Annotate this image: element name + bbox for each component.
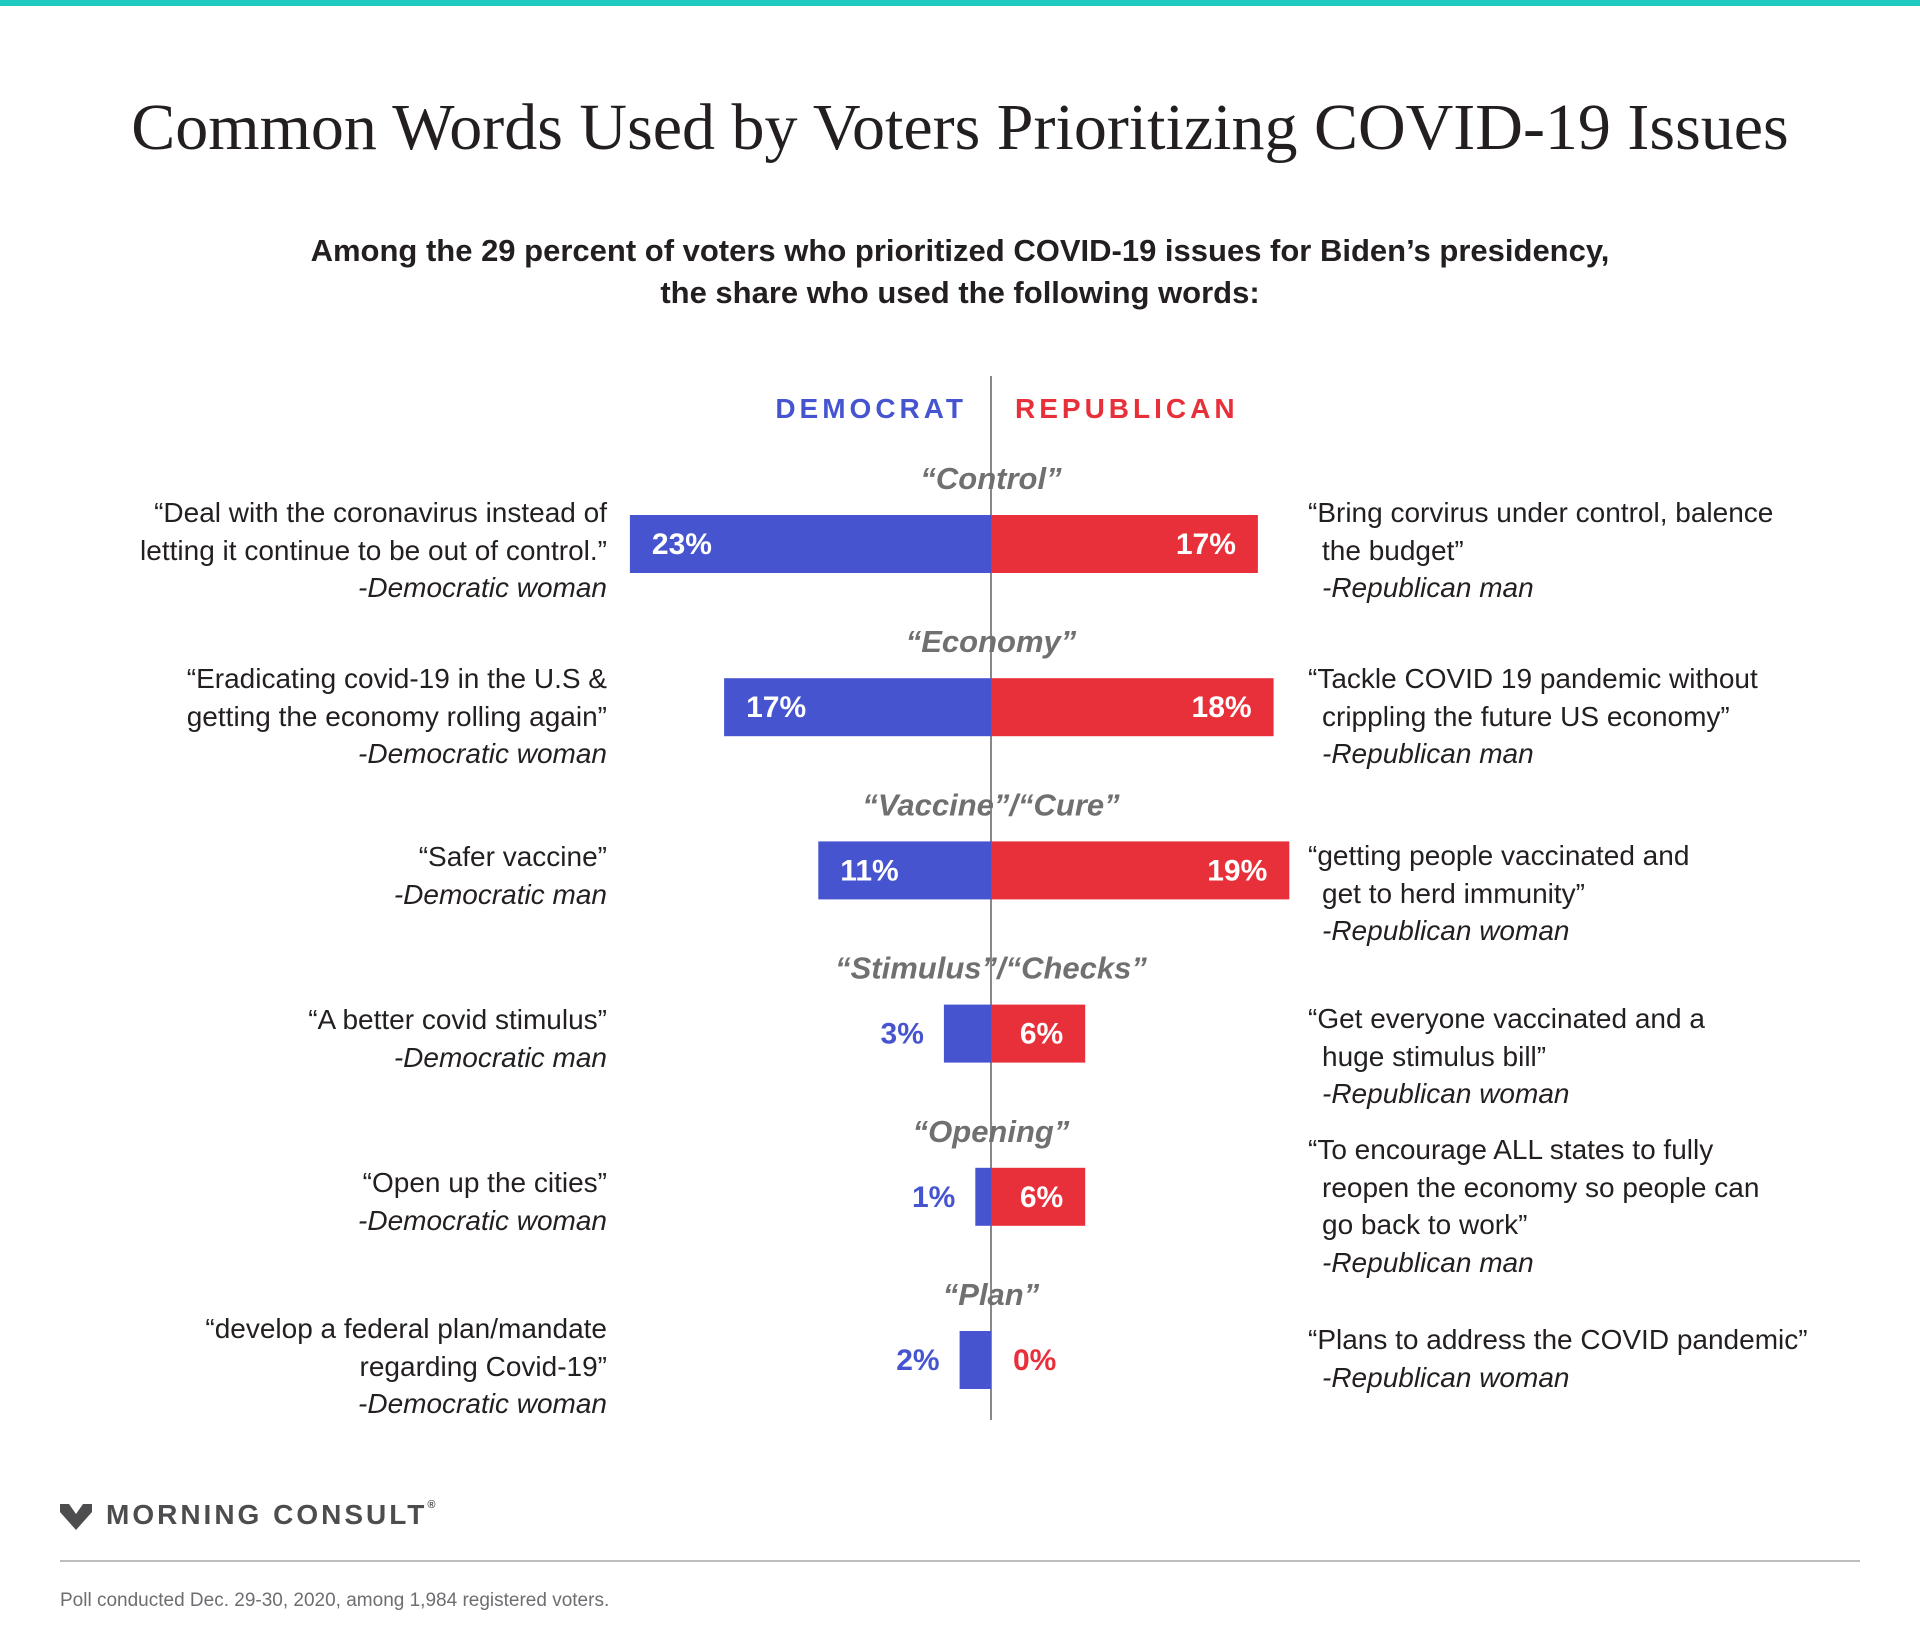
- category-label: “Plan”: [943, 1277, 1040, 1312]
- bar-democrat: [724, 678, 991, 737]
- chart-title: Common Words Used by Voters Prioritizing…: [131, 91, 1789, 164]
- quote-attribution: -Republican woman: [1322, 915, 1570, 946]
- morning-consult-m-icon: [60, 1504, 92, 1530]
- quote-attribution: -Republican man: [1322, 1246, 1534, 1278]
- quote-attribution: -Republican man: [1322, 572, 1534, 603]
- quote-line: “Open up the cities”: [362, 1167, 607, 1198]
- democrat-quote: “Open up the cities” -Democratic woman: [47, 1164, 607, 1239]
- bar-democrat: [959, 1331, 991, 1389]
- quote-attribution: -Democratic man: [393, 1041, 607, 1073]
- logo-wordmark: MORNING CONSULT®: [106, 1499, 435, 1531]
- footnote: Poll conducted Dec. 29-30, 2020, among 1…: [60, 1590, 610, 1611]
- quote-attribution: -Democratic woman: [358, 1204, 607, 1236]
- quote-attribution: -Democratic woman: [358, 572, 607, 603]
- category-label: “Economy”: [906, 624, 1077, 659]
- subtitle-line-1: Among the 29 percent of voters who prior…: [310, 233, 1610, 268]
- quote-line: “Get everyone vaccinated and a: [1308, 1003, 1705, 1034]
- data-label-republican: 17%: [1176, 528, 1236, 561]
- democrat-quote: “develop a federal plan/mandate regarding…: [47, 1310, 607, 1423]
- democrat-quote: “A better covid stimulus” -Democratic man: [47, 1001, 607, 1076]
- quote-attribution: -Democratic woman: [358, 1388, 607, 1419]
- quote-line: huge stimulus bill”: [1322, 1040, 1547, 1072]
- republican-quote: “Tackle COVID 19 pandemic without crippli…: [1308, 660, 1868, 773]
- quote-line: letting it continue to be out of control…: [140, 534, 607, 566]
- data-label-democrat: 2%: [896, 1344, 939, 1377]
- category-label: “Vaccine”/“Cure”: [862, 787, 1120, 822]
- top-accent-bar: [0, 0, 1920, 6]
- bar-democrat: [818, 841, 991, 900]
- footer-divider: [60, 1560, 1860, 1562]
- data-label-republican: 6%: [1020, 1181, 1063, 1214]
- quote-line: “Tackle COVID 19 pandemic without: [1308, 663, 1758, 694]
- quote-line: “develop a federal plan/mandate: [205, 1313, 607, 1344]
- bar-republican: [991, 1004, 1086, 1063]
- quote-line: “Plans to address the COVID pandemic”: [1308, 1324, 1808, 1355]
- quote-line: go back to work”: [1322, 1209, 1528, 1240]
- data-label-republican: 18%: [1192, 691, 1252, 724]
- bar-republican: [991, 678, 1274, 737]
- bar-democrat: [629, 515, 991, 573]
- quote-line: “Bring corvirus under control, balence: [1308, 497, 1774, 528]
- quote-line: crippling the future US economy”: [1322, 700, 1730, 732]
- republican-quote: “Bring corvirus under control, balence th…: [1308, 494, 1868, 607]
- quote-line: regarding Covid-19”: [359, 1350, 607, 1382]
- democrat-quote: “Safer vaccine” -Democratic man: [47, 838, 607, 913]
- data-label-republican: 6%: [1020, 1018, 1063, 1051]
- quote-line: “getting people vaccinated and: [1308, 840, 1690, 871]
- subtitle-line-2: the share who used the following words:: [660, 275, 1260, 310]
- bar-republican: [991, 515, 1258, 573]
- legend-democrat: DEMOCRAT: [775, 393, 967, 424]
- category-label: “Control”: [920, 461, 1062, 496]
- registered-mark: ®: [427, 1499, 436, 1511]
- quote-line: “To encourage ALL states to fully: [1308, 1134, 1714, 1165]
- bar-republican: [991, 1167, 1086, 1226]
- category-label: “Opening”: [913, 1114, 1070, 1149]
- republican-quote: “getting people vaccinated and get to her…: [1308, 837, 1868, 950]
- quote-attribution: -Republican woman: [1322, 1361, 1570, 1393]
- quote-line: get to herd immunity”: [1322, 877, 1585, 909]
- data-label-republican: 19%: [1207, 854, 1267, 887]
- quote-attribution: -Republican man: [1322, 738, 1534, 769]
- quote-line: reopen the economy so people can: [1322, 1171, 1760, 1203]
- democrat-quote: “Eradicating covid-19 in the U.S & gettin…: [47, 660, 607, 773]
- legend-republican: REPUBLICAN: [1015, 393, 1239, 424]
- quote-line: “Eradicating covid-19 in the U.S &: [186, 663, 607, 694]
- republican-quote: “Get everyone vaccinated and a huge stimu…: [1308, 1000, 1868, 1113]
- data-label-democrat: 17%: [746, 691, 806, 724]
- data-label-democrat: 3%: [881, 1018, 924, 1051]
- logo-text: MORNING CONSULT: [106, 1499, 428, 1530]
- diverging-bar-chart: DEMOCRAT REPUBLICAN “Control” 23% 17% “Econom…: [629, 376, 1290, 1420]
- data-label-democrat: 1%: [912, 1181, 955, 1214]
- data-label-democrat: 11%: [840, 854, 898, 887]
- quote-attribution: -Democratic woman: [358, 738, 607, 769]
- data-label-republican: 0%: [1013, 1344, 1056, 1377]
- bar-democrat: [975, 1167, 991, 1226]
- republican-quote: “Plans to address the COVID pandemic” -Re…: [1308, 1321, 1868, 1396]
- democrat-quote: “Deal with the coronavirus instead of let…: [47, 494, 607, 607]
- quote-line: “A better covid stimulus”: [308, 1004, 607, 1035]
- chart-subtitle: Among the 29 percent of voters who prior…: [0, 230, 1920, 314]
- data-label-democrat: 23%: [652, 528, 712, 561]
- bar-democrat: [943, 1004, 991, 1063]
- quote-attribution: -Republican woman: [1322, 1078, 1570, 1109]
- quote-line: getting the economy rolling again”: [186, 700, 607, 732]
- quote-line: “Deal with the coronavirus instead of: [154, 497, 607, 528]
- quote-attribution: -Democratic man: [393, 878, 607, 910]
- bar-republican: [991, 841, 1290, 900]
- category-label: “Stimulus”/“Checks”: [835, 951, 1147, 986]
- quote-line: “Safer vaccine”: [418, 841, 607, 872]
- republican-quote: “To encourage ALL states to fully reopen …: [1308, 1131, 1868, 1281]
- quote-line: the budget”: [1322, 534, 1464, 566]
